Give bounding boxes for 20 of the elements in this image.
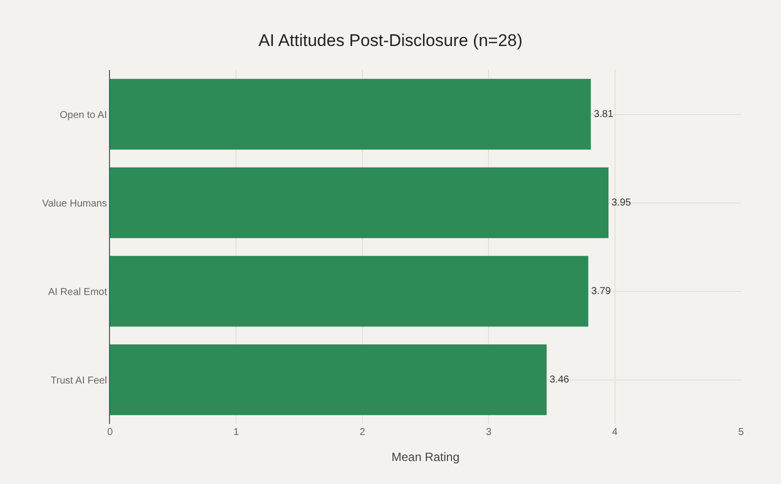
y-tick-label: Value Humans [42,198,107,210]
bar [110,78,591,150]
y-tick-label: AI Real Emot [48,286,108,298]
bar [110,344,547,416]
chart-title: AI Attitudes Post-Disclosure (n=28) [258,30,523,50]
x-tick-label: 0 [107,427,114,438]
data-label: 3.81 [594,108,614,120]
x-axis-title: Mean Rating [391,450,460,464]
x-tick-label: 5 [738,427,744,438]
bar [110,167,608,238]
x-tick-label: 2 [360,427,366,438]
y-tick-label: Trust AI Feel [50,375,107,386]
bar [110,256,588,327]
x-tick-label: 1 [233,427,240,438]
x-tick-label: 3 [486,427,492,438]
x-tick-label: 4 [612,427,618,438]
data-label: 3.79 [591,286,612,297]
data-label: 3.46 [550,374,570,386]
data-label: 3.95 [611,197,632,208]
y-tick-label: Open to AI [60,110,107,121]
